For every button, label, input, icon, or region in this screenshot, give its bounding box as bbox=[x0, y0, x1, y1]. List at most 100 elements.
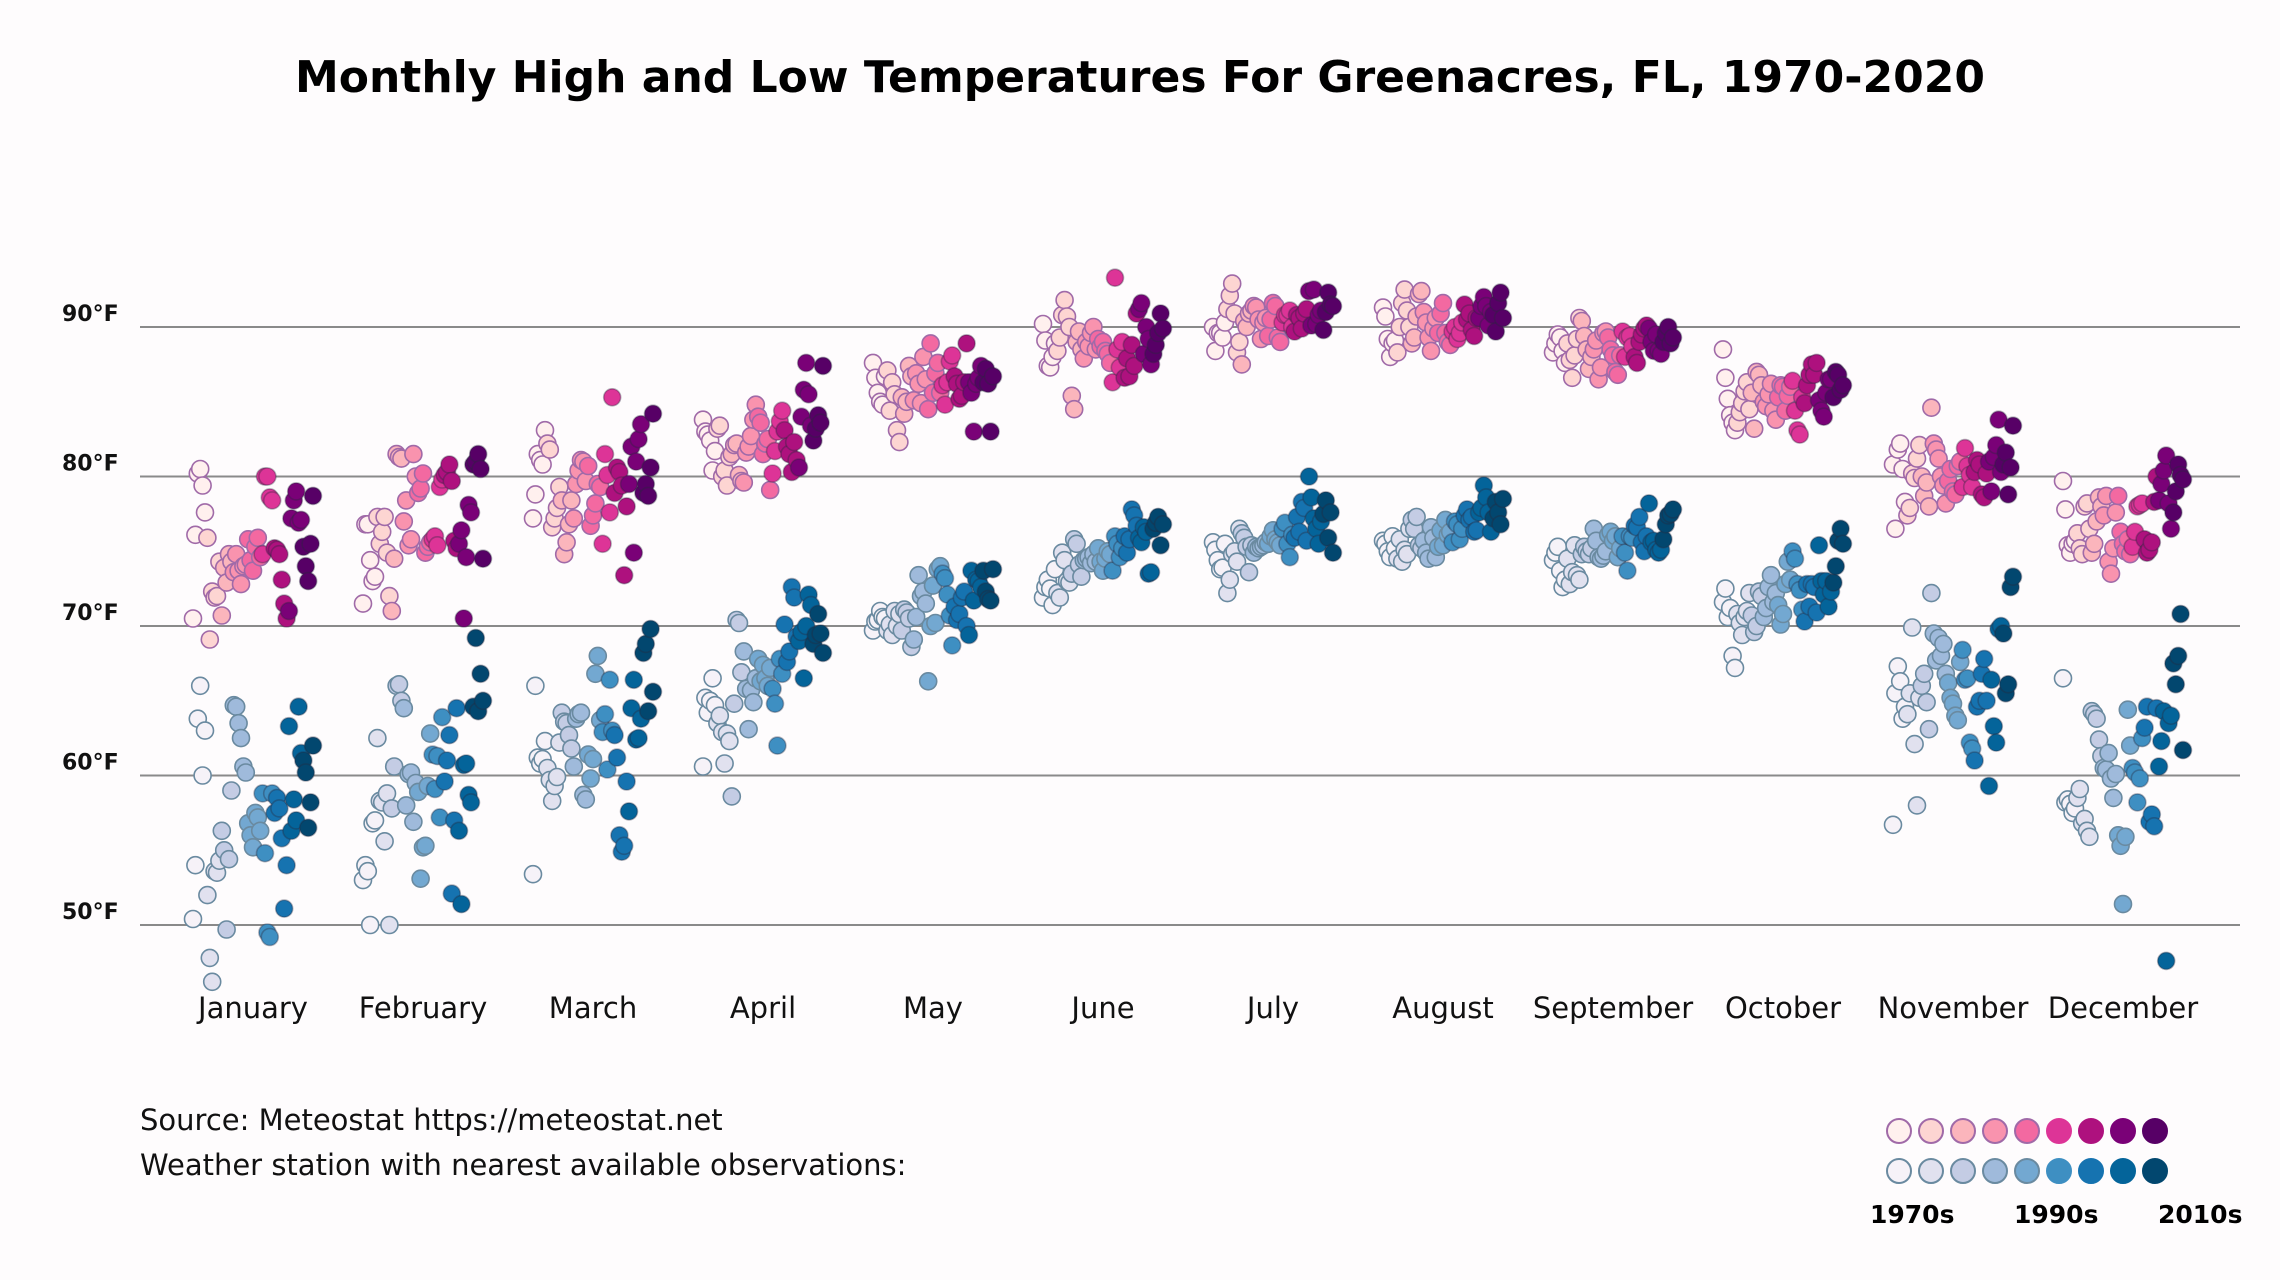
x-tick-label: March bbox=[549, 991, 637, 1025]
low-temp-point bbox=[904, 630, 924, 649]
legend-low-swatch bbox=[1950, 1158, 1976, 1184]
low-temp-point bbox=[576, 790, 596, 809]
low-temp-point bbox=[1639, 494, 1659, 513]
low-temp-point bbox=[250, 821, 270, 841]
low-temp-point bbox=[703, 668, 722, 688]
low-temp-point bbox=[2166, 674, 2186, 694]
high-temp-point bbox=[1376, 307, 1395, 326]
high-temp-point bbox=[303, 486, 323, 506]
high-temp-point bbox=[595, 444, 615, 464]
high-temp-point bbox=[461, 503, 481, 522]
low-temp-point bbox=[607, 748, 627, 767]
high-temp-point bbox=[1230, 332, 1249, 352]
high-temp-point bbox=[1213, 328, 1232, 347]
low-temp-point bbox=[1819, 597, 1838, 616]
low-temp-point bbox=[358, 861, 378, 881]
x-tick-label: July bbox=[1245, 991, 1299, 1025]
high-temp-point bbox=[286, 482, 306, 501]
x-axis-ticks: January February March April May June July Augu… bbox=[196, 991, 2198, 1025]
low-temp-point bbox=[1979, 776, 1999, 796]
high-temp-point bbox=[2001, 458, 2020, 477]
low-temp-point bbox=[619, 802, 639, 821]
low-temp-point bbox=[1153, 514, 1173, 534]
scatter-chart: 50°F 60°F 70°F 80°F 90°F January February Marc… bbox=[62, 268, 2240, 1025]
high-temperature-points bbox=[183, 268, 2193, 649]
low-temp-point bbox=[739, 719, 758, 739]
low-temp-point bbox=[200, 948, 220, 968]
low-temp-point bbox=[270, 799, 289, 818]
low-temp-point bbox=[2135, 718, 2154, 738]
high-temp-point bbox=[751, 413, 770, 433]
high-temp-point bbox=[1814, 407, 1834, 427]
legend-low-swatch bbox=[1886, 1158, 1912, 1184]
low-temp-point bbox=[811, 624, 830, 643]
high-temp-point bbox=[1421, 341, 1441, 361]
legend-low-colors bbox=[1886, 1158, 2168, 1184]
high-temp-point bbox=[813, 356, 833, 376]
high-temp-point bbox=[442, 471, 462, 491]
low-temp-point bbox=[296, 763, 316, 782]
low-temp-point bbox=[1833, 534, 1853, 554]
low-temp-point bbox=[710, 706, 730, 726]
low-temp-point bbox=[368, 728, 387, 748]
low-temp-point bbox=[1407, 507, 1426, 527]
legend-low-swatch bbox=[2110, 1158, 2136, 1184]
low-temp-point bbox=[583, 749, 603, 769]
high-temp-point bbox=[1132, 293, 1151, 313]
high-temp-point bbox=[1627, 353, 1647, 373]
high-temp-point bbox=[614, 565, 634, 585]
high-temp-point bbox=[1055, 290, 1074, 310]
low-temp-point bbox=[1323, 543, 1343, 563]
low-temp-point bbox=[186, 855, 205, 875]
low-temp-point bbox=[411, 869, 430, 889]
low-temp-point bbox=[2104, 788, 2123, 808]
high-temp-point bbox=[784, 432, 804, 452]
low-temp-point bbox=[1716, 579, 1735, 598]
low-temp-point bbox=[775, 615, 794, 634]
high-temp-point bbox=[231, 574, 251, 594]
high-temp-point bbox=[270, 544, 289, 564]
high-temp-point bbox=[1572, 311, 1592, 331]
high-temp-point bbox=[557, 532, 576, 552]
low-temp-point bbox=[1809, 535, 1829, 555]
low-temp-point bbox=[1922, 583, 1941, 603]
high-temp-point bbox=[1562, 368, 1582, 388]
low-temp-point bbox=[2130, 769, 2150, 788]
high-temp-point bbox=[2084, 534, 2104, 554]
low-temp-point bbox=[183, 909, 203, 929]
high-temp-point bbox=[262, 491, 282, 510]
low-temp-point bbox=[404, 812, 423, 832]
high-temp-point bbox=[291, 510, 311, 530]
low-temp-point bbox=[289, 697, 308, 717]
legend-low-swatch bbox=[1918, 1158, 1944, 1184]
low-temp-point bbox=[437, 751, 457, 770]
low-temp-point bbox=[595, 704, 615, 724]
low-temp-point bbox=[1725, 658, 1745, 678]
low-temp-point bbox=[190, 676, 210, 696]
low-temp-point bbox=[435, 772, 454, 791]
low-temp-point bbox=[2106, 764, 2126, 784]
high-temp-point bbox=[454, 609, 474, 628]
x-tick-label: September bbox=[1533, 991, 1693, 1025]
high-temp-point bbox=[365, 567, 385, 587]
low-temp-point bbox=[1826, 556, 1846, 576]
low-temp-point bbox=[394, 698, 414, 718]
low-temp-point bbox=[375, 831, 394, 851]
legend-high-swatch bbox=[2142, 1118, 2168, 1144]
high-temp-point bbox=[523, 509, 543, 528]
low-temp-point bbox=[2003, 567, 2023, 587]
low-temp-point bbox=[1914, 664, 1934, 684]
low-temp-point bbox=[2152, 731, 2171, 751]
high-temp-point bbox=[413, 464, 433, 483]
low-temp-point bbox=[1067, 534, 1086, 554]
low-temp-point bbox=[432, 707, 452, 727]
high-temp-point bbox=[1790, 425, 1810, 444]
low-temp-point bbox=[1953, 640, 1972, 660]
high-temp-point bbox=[1890, 434, 1910, 453]
high-temp-point bbox=[411, 479, 430, 498]
high-temp-point bbox=[301, 534, 320, 554]
high-temp-point bbox=[1222, 274, 1242, 293]
high-temp-point bbox=[760, 480, 780, 500]
low-temp-point bbox=[195, 721, 215, 740]
low-temp-point bbox=[2168, 646, 2188, 666]
